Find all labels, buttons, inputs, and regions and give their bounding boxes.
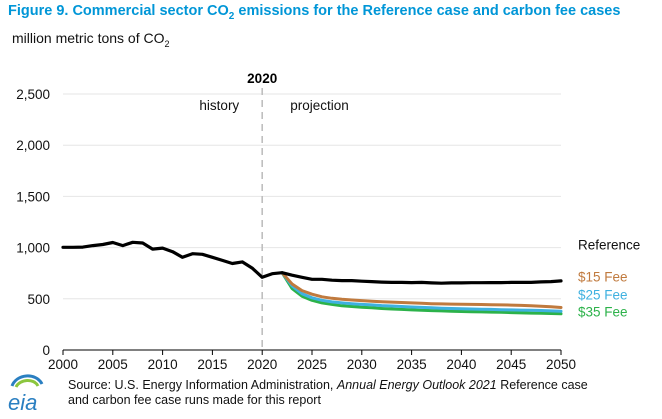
figure-title: Figure 9. Commercial sector CO2 emission… [8,3,620,22]
y-axis-unit-text: million metric tons of CO [12,30,165,46]
series-line-15-fee [280,271,563,309]
source-line-1-prefix: Source: U.S. Energy Information Administ… [68,378,337,392]
y-axis-unit-subscript: 2 [164,38,170,49]
figure-title-suffix: emissions for the Reference case and car… [234,3,621,19]
x-tick-label-2045: 2045 [496,357,526,372]
y-tick-label-0: 0 [42,343,50,358]
series-line-reference [61,240,563,285]
eia-logo-text: eia [8,390,37,414]
legend-label-35-fee: $35 Fee [578,305,628,320]
x-tick-label-2025: 2025 [297,357,327,372]
y-tick-label-1000: 1,000 [16,241,50,256]
figure-title-subscript: 2 [228,10,235,22]
x-tick-label-2040: 2040 [446,357,476,372]
source-publication-title: Annual Energy Outlook 2021 [336,378,497,392]
figure-title-prefix: Figure 9. Commercial sector CO [8,3,229,19]
legend-label-reference: Reference [578,238,640,253]
y-tick-label-2000: 2,000 [16,138,50,153]
x-tick-label-2020: 2020 [247,357,277,372]
x-tick-label-2010: 2010 [148,357,178,372]
y-tick-label-500: 500 [27,292,50,307]
series-line-35-fee [280,271,563,316]
x-tick-label-2030: 2030 [347,357,377,372]
source-line-1-suffix: Reference case [496,378,588,392]
x-tick-label-2050: 2050 [546,357,576,372]
eia-logo: eia [6,370,46,415]
x-tick-label-2000: 2000 [48,357,78,372]
x-tick-label-2015: 2015 [197,357,227,372]
x-tick-label-2005: 2005 [98,357,128,372]
projection-label: projection [290,98,349,113]
source-line-2: and carbon fee case runs made for this r… [68,393,321,407]
divider-year-label: 2020 [247,71,277,86]
y-tick-label-2500: 2,500 [16,87,50,102]
history-label: history [199,98,239,113]
eia-logo-graphic: eia [8,374,44,415]
y-axis-unit: million metric tons of CO2 [12,30,170,49]
source-note: Source: U.S. Energy Information Administ… [68,378,588,408]
source-line-1: Source: U.S. Energy Information Administ… [68,378,588,393]
legend-label-25-fee: $25 Fee [578,288,628,303]
y-tick-label-1500: 1,500 [16,189,50,204]
legend-label-15-fee: $15 Fee [578,269,628,284]
x-tick-label-2035: 2035 [397,357,427,372]
series-line-25-fee [280,271,563,313]
